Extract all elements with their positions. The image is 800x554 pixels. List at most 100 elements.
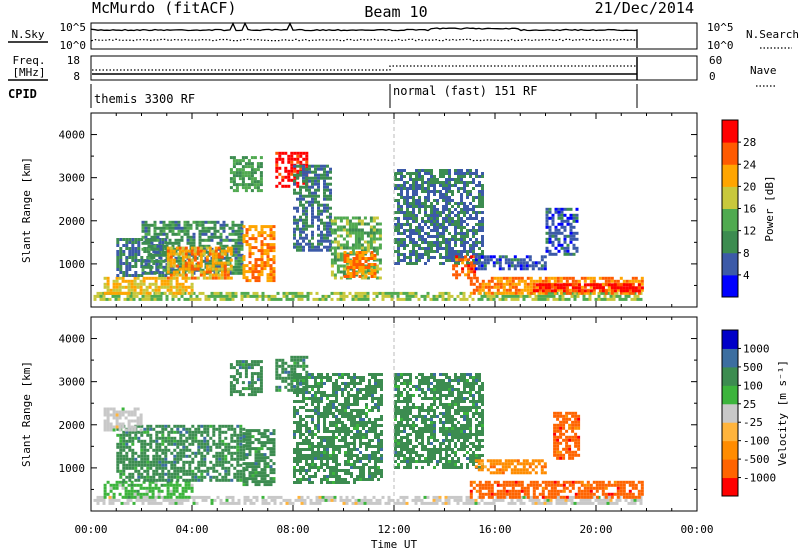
- echo-cell: [412, 214, 415, 217]
- echo-cell: [474, 255, 478, 259]
- echo-cell: [436, 202, 439, 205]
- echo-cell: [245, 465, 249, 469]
- echo-cell: [222, 247, 226, 251]
- echo-cell: [333, 222, 337, 226]
- echo-cell: [163, 282, 167, 286]
- echo-cell: [253, 360, 257, 364]
- echo-cell: [221, 478, 225, 482]
- echo-cell: [418, 196, 421, 199]
- echo-cell: [520, 291, 524, 295]
- echo-cell: [128, 247, 132, 250]
- echo-cell: [173, 475, 177, 479]
- echo-cell: [171, 226, 175, 230]
- echo-cell: [185, 454, 189, 458]
- echo-cell: [124, 416, 128, 420]
- echo-cell: [234, 294, 238, 298]
- echo-cell: [299, 188, 302, 192]
- echo-cell: [214, 255, 218, 259]
- echo-cell: [150, 259, 154, 263]
- echo-cell: [320, 164, 323, 168]
- echo-cell: [140, 472, 144, 476]
- echo-cell: [184, 249, 188, 253]
- echo-cell: [297, 291, 301, 295]
- echo-cell: [311, 179, 314, 183]
- echo-cell: [378, 276, 382, 280]
- echo-cell: [597, 498, 601, 502]
- echo-cell: [266, 246, 270, 250]
- echo-cell: [161, 460, 165, 464]
- echo-cell: [210, 501, 214, 505]
- echo-cell: [616, 288, 620, 292]
- echo-cell: [308, 179, 311, 183]
- echo-cell: [186, 297, 190, 301]
- echo-cell: [361, 266, 365, 269]
- echo-cell: [192, 498, 196, 502]
- echo-cell: [468, 501, 472, 505]
- echo-cell: [146, 424, 150, 428]
- echo-cell: [178, 267, 182, 271]
- echo-cell: [293, 481, 296, 484]
- echo-cell: [430, 217, 433, 220]
- echo-cell: [469, 169, 472, 172]
- echo-cell: [424, 208, 427, 211]
- echo-cell: [141, 495, 145, 499]
- echo-cell: [572, 252, 576, 256]
- echo-cell: [187, 255, 191, 259]
- echo-cell: [528, 264, 532, 268]
- echo-cell: [308, 439, 311, 442]
- echo-cell: [409, 211, 412, 214]
- echo-cell: [339, 495, 343, 499]
- echo-cell: [137, 472, 141, 476]
- echo-cell: [317, 239, 320, 243]
- echo-cell: [272, 258, 276, 262]
- echo-cell: [639, 297, 643, 301]
- echo-cell: [170, 442, 174, 446]
- echo-cell: [339, 258, 343, 262]
- echo-cell: [321, 498, 325, 502]
- echo-cell: [345, 501, 349, 505]
- echo-cell: [179, 442, 183, 446]
- echo-cell: [263, 459, 267, 463]
- echo-cell: [481, 241, 484, 244]
- echo-cell: [225, 256, 229, 260]
- echo-cell: [159, 259, 163, 263]
- echo-cell: [221, 457, 225, 461]
- echo-cell: [244, 189, 248, 193]
- echo-cell: [305, 179, 308, 183]
- echo-cell: [305, 460, 308, 463]
- echo-cell: [559, 288, 563, 292]
- echo-cell: [394, 223, 397, 226]
- echo-cell: [406, 187, 409, 190]
- nave-tick-top: 60: [709, 54, 722, 67]
- echo-cell: [226, 261, 230, 265]
- echo-cell: [541, 289, 545, 293]
- echo-cell: [505, 291, 509, 295]
- echo-cell: [124, 492, 128, 496]
- echo-cell: [228, 232, 232, 236]
- echo-cell: [373, 272, 377, 275]
- echo-cell: [348, 234, 352, 238]
- echo-cell: [259, 360, 263, 364]
- echo-cell: [157, 291, 161, 295]
- echo-cell: [302, 203, 305, 207]
- echo-cell: [244, 366, 248, 370]
- echo-cell: [218, 445, 222, 449]
- echo-cell: [225, 235, 229, 239]
- echo-cell: [111, 498, 115, 502]
- echo-cell: [167, 448, 171, 452]
- echo-cell: [592, 283, 596, 287]
- echo-cell: [152, 463, 156, 467]
- echo-cell: [293, 472, 296, 475]
- echo-cell: [625, 289, 629, 293]
- echo-cell: [403, 253, 406, 256]
- echo-cell: [143, 448, 147, 452]
- echo-cell: [128, 241, 132, 244]
- echo-cell: [305, 185, 308, 189]
- echo-cell: [119, 253, 123, 256]
- echo-cell: [236, 457, 240, 461]
- echo-cell: [551, 231, 555, 235]
- echo-cell: [275, 166, 279, 170]
- echo-cell: [302, 358, 306, 362]
- echo-cell: [514, 282, 518, 286]
- echo-cell: [296, 427, 299, 430]
